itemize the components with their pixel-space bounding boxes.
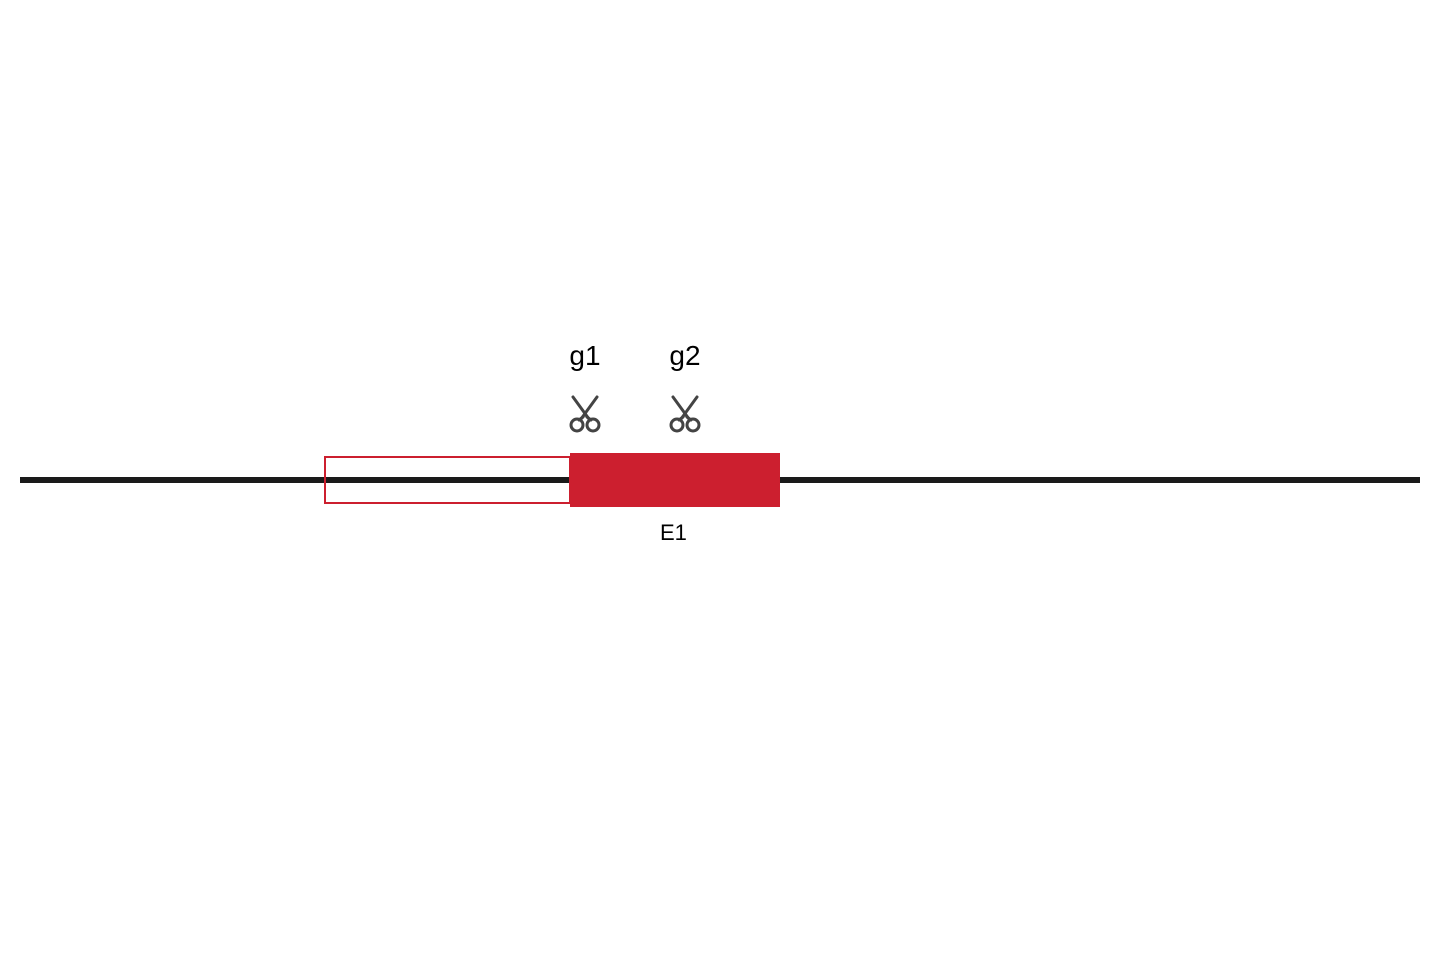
guide-label-g2: g2 (669, 340, 700, 371)
guide-label-g1: g1 (569, 340, 600, 371)
exon-box (570, 453, 780, 507)
exon-label: E1 (660, 520, 687, 545)
gene-diagram: E1 g1 g2 (0, 0, 1440, 960)
